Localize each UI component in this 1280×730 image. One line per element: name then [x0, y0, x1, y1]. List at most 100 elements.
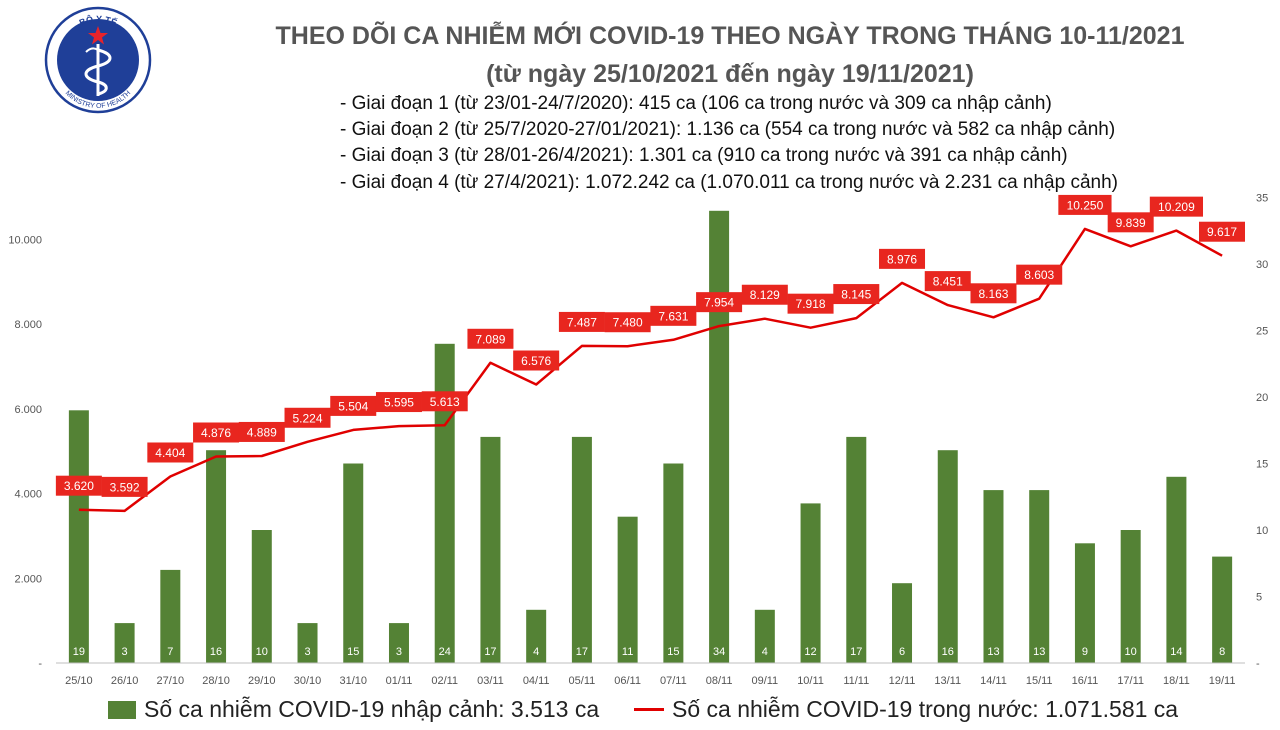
stage-2-summary: - Giai đoạn 2 (từ 25/7/2020-27/01/2021):… [340, 119, 1116, 140]
line-label-box-03/11 [467, 328, 514, 349]
legend-bar-swatch [108, 700, 136, 719]
bar-value-label: 4 [533, 646, 539, 658]
x-axis-tick-label: 28/10 [202, 675, 230, 687]
line-value-label: 9.617 [1207, 225, 1237, 239]
bar-imported-07/11 [663, 463, 684, 663]
line-value-label: 5.595 [384, 396, 414, 410]
bar-imported-08/11 [709, 210, 730, 664]
line-label-box-31/10 [330, 395, 377, 416]
bar-value-label: 6 [899, 646, 905, 658]
bar-value-label: 3 [122, 646, 128, 658]
legend-imported-cases: Số ca nhiễm COVID-19 nhập cảnh: 3.513 ca [108, 696, 599, 723]
x-axis-tick-label: 18/11 [1163, 675, 1190, 687]
line-label-box-05/11 [558, 311, 605, 332]
bar-value-label: 17 [850, 646, 862, 658]
left-axis-tick-label: 10.000 [8, 235, 42, 247]
x-axis-tick-label: 27/10 [157, 675, 185, 687]
line-value-label: 8.451 [933, 275, 963, 289]
line-value-label: 9.839 [1116, 216, 1146, 230]
line-label-box-25/10 [55, 475, 102, 496]
bar-imported-30/10 [297, 623, 318, 663]
bar-value-label: 9 [1082, 646, 1088, 658]
x-axis-tick-label: 14/11 [980, 675, 1007, 687]
bar-imported-28/10 [206, 450, 227, 663]
right-axis-tick-label: - [1256, 658, 1260, 670]
x-axis-tick-label: 05/11 [569, 675, 596, 687]
line-value-label: 5.613 [430, 395, 460, 409]
bar-imported-05/11 [571, 436, 592, 663]
x-axis-tick-label: 11/11 [843, 675, 869, 687]
line-value-label: 10.209 [1158, 200, 1195, 214]
x-axis-tick-label: 26/10 [111, 675, 139, 687]
x-axis-tick-label: 02/11 [431, 675, 458, 687]
bar-value-label: 15 [667, 646, 679, 658]
line-value-label: 7.487 [567, 315, 597, 329]
x-axis-tick-label: 12/11 [889, 675, 916, 687]
bar-imported-19/11 [1212, 556, 1233, 663]
bar-value-label: 34 [713, 646, 725, 658]
legend-domestic-label: Số ca nhiễm COVID-19 trong nước: 1.071.5… [672, 696, 1179, 722]
x-axis-tick-label: 06/11 [614, 675, 641, 687]
line-label-box-01/11 [375, 392, 422, 413]
line-value-label: 7.631 [658, 309, 688, 323]
line-label-box-14/11 [970, 283, 1017, 304]
line-label-box-09/11 [741, 284, 788, 305]
bar-value-label: 4 [762, 646, 768, 658]
domestic-cases-line [78, 227, 1223, 513]
bar-value-label: 12 [804, 646, 816, 658]
bar-value-label: 10 [256, 646, 268, 658]
x-axis-tick-label: 19/11 [1209, 675, 1236, 687]
bar-imported-18/11 [1166, 476, 1187, 663]
line-label-box-02/11 [421, 391, 468, 412]
bar-imported-25/10 [68, 410, 89, 663]
line-value-label: 3.592 [110, 480, 140, 494]
bar-value-label: 11 [622, 646, 633, 658]
bar-imported-06/11 [617, 516, 638, 663]
line-label-box-15/11 [1016, 264, 1063, 285]
line-label-box-18/11 [1149, 196, 1204, 217]
legend-line-swatch [634, 708, 664, 711]
line-label-box-17/11 [1107, 212, 1154, 233]
line-value-label: 4.876 [201, 426, 231, 440]
bar-imported-03/11 [480, 436, 501, 663]
right-axis-tick-label: 25 [1256, 326, 1268, 338]
line-label-box-29/10 [238, 421, 285, 442]
ministry-of-health-logo: BỘ Y TẾ MINISTRY OF HEALTH [44, 6, 152, 114]
bar-imported-12/11 [892, 583, 913, 663]
bar-imported-13/11 [937, 450, 958, 663]
bar-imported-15/11 [1029, 490, 1050, 663]
left-axis-tick-label: 4.000 [14, 489, 42, 501]
bar-value-label: 17 [576, 646, 588, 658]
stage-3-summary: - Giai đoạn 3 (từ 28/01-26/4/2021): 1.30… [340, 145, 1068, 166]
line-label-box-10/11 [787, 293, 834, 314]
line-value-label: 7.918 [796, 297, 826, 311]
x-axis-tick-label: 30/10 [294, 675, 322, 687]
line-value-label: 5.224 [293, 411, 323, 425]
bar-imported-09/11 [754, 609, 775, 663]
x-axis-tick-label: 17/11 [1117, 675, 1144, 687]
line-value-label: 7.089 [475, 332, 505, 346]
x-axis-tick-label: 03/11 [477, 675, 504, 687]
line-value-label: 10.250 [1067, 198, 1104, 212]
bar-imported-27/10 [160, 569, 181, 663]
bar-imported-11/11 [846, 436, 867, 663]
x-axis-tick-label: 16/11 [1072, 675, 1099, 687]
line-value-label: 8.976 [887, 252, 917, 266]
bar-imported-31/10 [343, 463, 364, 663]
x-axis-tick-label: 09/11 [751, 675, 778, 687]
line-value-label: 8.129 [750, 288, 780, 302]
x-axis-tick-label: 01/11 [386, 675, 413, 687]
bar-value-label: 13 [1033, 646, 1045, 658]
x-axis-tick-label: 29/10 [248, 675, 276, 687]
bar-imported-16/11 [1074, 543, 1095, 663]
bar-value-label: 7 [167, 646, 173, 658]
bar-value-label: 24 [439, 646, 451, 658]
bar-value-label: 14 [1170, 646, 1182, 658]
right-axis-tick-label: 35 [1256, 193, 1268, 205]
line-label-box-12/11 [879, 248, 926, 269]
line-label-box-11/11 [833, 284, 880, 305]
line-label-box-08/11 [696, 292, 743, 313]
line-value-label: 4.404 [155, 446, 185, 460]
line-value-label: 5.504 [338, 399, 368, 413]
x-axis-tick-label: 07/11 [660, 675, 687, 687]
